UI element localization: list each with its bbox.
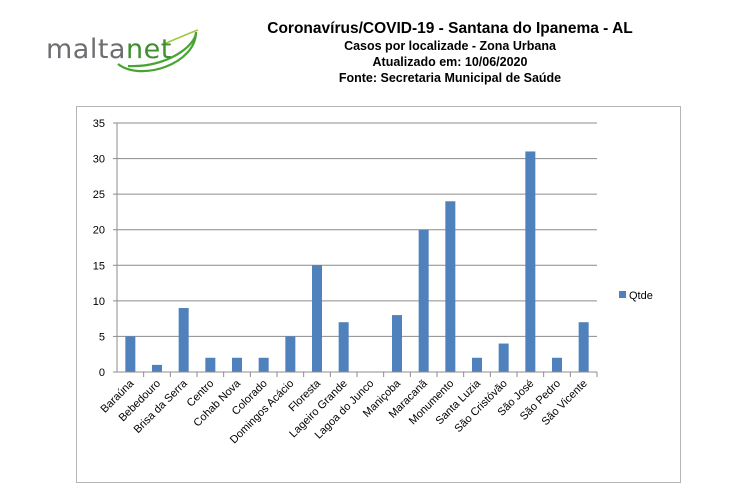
y-tick-label: 5 — [99, 331, 105, 343]
bar — [552, 357, 562, 372]
y-tick-label: 30 — [93, 154, 105, 166]
bar — [232, 357, 242, 372]
bar — [578, 322, 589, 372]
bar — [338, 322, 349, 372]
bar — [525, 151, 536, 372]
legend-swatch — [619, 291, 626, 298]
bar — [445, 201, 456, 372]
chart-title: Coronavírus/COVID-19 - Santana do Ipanem… — [267, 20, 633, 37]
bar — [472, 357, 482, 372]
maltanet-logo: maltanet — [46, 24, 206, 80]
updated-date: Atualizado em: 10/06/2020 — [372, 55, 528, 69]
bar — [205, 357, 216, 372]
y-tick-label: 0 — [99, 367, 105, 379]
y-tick-label: 25 — [93, 189, 105, 201]
bar — [125, 336, 136, 372]
y-tick-label: 35 — [93, 118, 105, 130]
bar — [178, 307, 189, 372]
logo-text-malta: malta — [46, 34, 126, 65]
chart-header: Coronavírus/COVID-19 - Santana do Ipanem… — [200, 19, 700, 86]
bar — [418, 229, 429, 372]
chart-frame: 0 5 10 15 20 25 30 35 Baraúna Bebedouro Brisa da S… — [76, 106, 681, 483]
bar — [285, 336, 296, 372]
bar — [392, 315, 402, 372]
logo-swoosh-icon — [117, 29, 199, 73]
bar — [258, 357, 269, 372]
bar — [312, 265, 322, 372]
bar — [152, 364, 162, 372]
chart-subtitle: Casos por localizade - Zona Urbana — [344, 39, 556, 53]
y-tick-label: 10 — [93, 296, 105, 308]
y-tick-label: 20 — [93, 225, 105, 237]
logo-text-net: net — [125, 34, 172, 65]
data-source: Fonte: Secretaria Municipal de Saúde — [338, 71, 562, 85]
legend-label: Qtde — [629, 290, 653, 302]
bar — [498, 343, 509, 372]
logo-text: maltanet — [46, 34, 172, 65]
y-tick-label: 15 — [93, 260, 105, 272]
